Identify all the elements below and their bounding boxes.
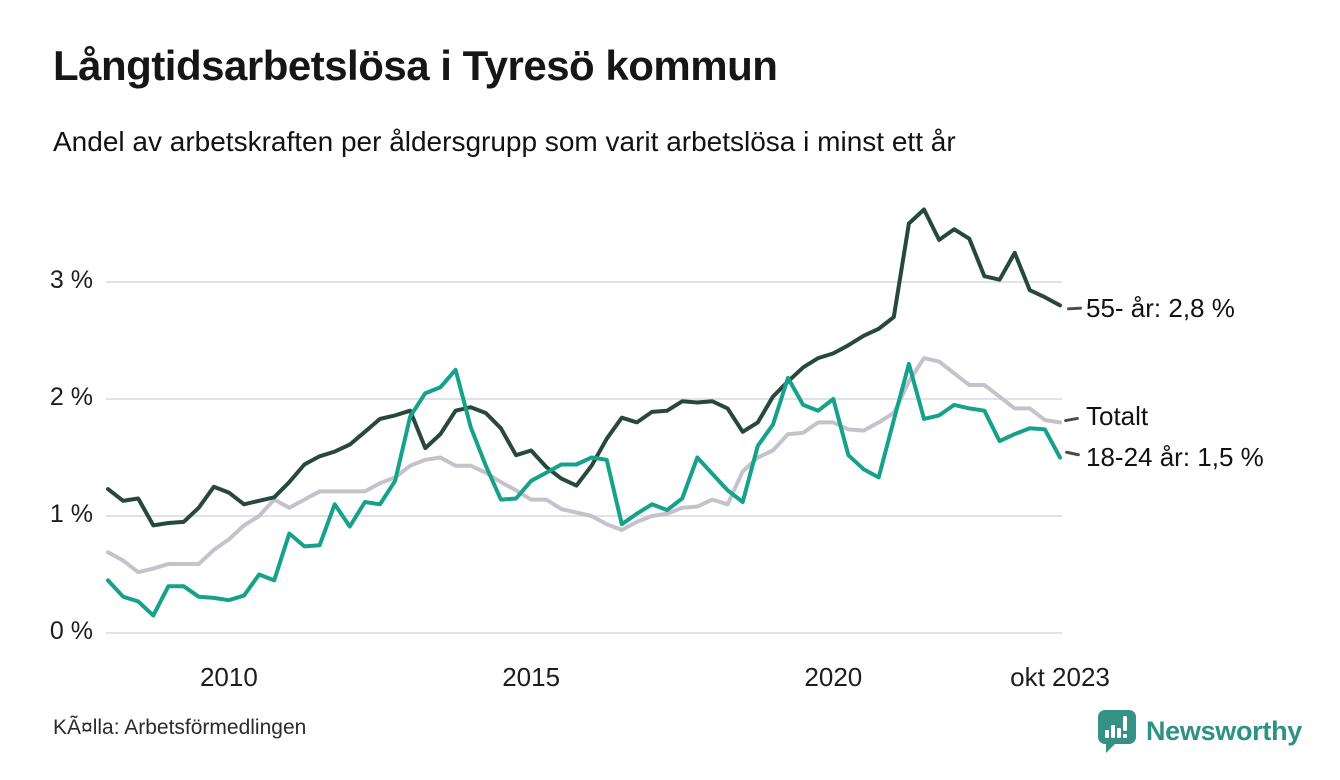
bar-chart-speech-bubble-icon	[1096, 708, 1138, 754]
series-line-18-24-r	[106, 361, 1062, 618]
newsworthy-wordmark: Newsworthy	[1145, 715, 1302, 746]
newsworthy-logo: Newsworthy	[1096, 708, 1302, 754]
page-title: Långtidsarbetslösa i Tyresö kommun	[53, 42, 778, 89]
series-line-55-r	[106, 207, 1062, 528]
source-note: KÃ¤lla: Arbetsförmedlingen	[53, 716, 307, 739]
page-subtitle: Andel av arbetskraften per åldersgrupp s…	[53, 126, 956, 157]
